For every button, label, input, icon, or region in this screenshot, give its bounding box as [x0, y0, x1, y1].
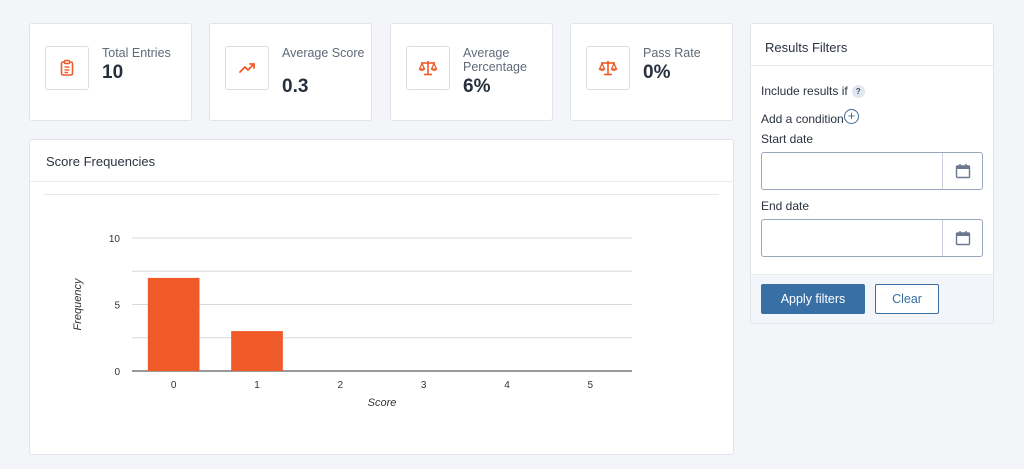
y-tick-label: 0 — [114, 367, 120, 378]
calendar-icon[interactable] — [942, 220, 982, 256]
score-frequencies-card: Score Frequencies 0 5 10 0 1 2 3 4 5 Score Frequen… — [29, 139, 734, 455]
stat-card-pass-rate: Pass Rate 0% — [570, 23, 733, 121]
stat-label: Average Score — [282, 46, 365, 60]
filters-title: Results Filters — [765, 40, 848, 55]
help-icon[interactable]: ? — [851, 85, 865, 99]
results-filters-panel: Results Filters Include results if? Add … — [750, 23, 994, 324]
clear-button[interactable]: Clear — [875, 284, 939, 314]
x-tick-label: 3 — [421, 380, 427, 391]
x-tick-label: 2 — [338, 380, 344, 391]
y-tick-label: 10 — [109, 234, 121, 245]
bar-score-1 — [231, 331, 283, 371]
include-results-text: Include results if — [761, 84, 848, 98]
apply-filters-button[interactable]: Apply filters — [761, 284, 865, 314]
stat-value: 6% — [463, 76, 491, 97]
include-results-label: Include results if? — [761, 84, 865, 99]
start-date-label: Start date — [761, 132, 814, 146]
x-tick-label: 0 — [171, 380, 177, 391]
x-axis-label: Score — [368, 397, 397, 409]
stat-value: 0% — [643, 62, 671, 83]
clipboard-icon — [45, 46, 89, 90]
end-date-field — [761, 219, 983, 257]
x-tick-label: 4 — [504, 380, 510, 391]
filters-header: Results Filters — [751, 24, 993, 66]
add-condition-label[interactable]: Add a condition — [761, 112, 844, 126]
x-tick-label: 1 — [254, 380, 260, 391]
divider — [30, 181, 733, 182]
scale-icon — [586, 46, 630, 90]
add-condition-icon[interactable]: + — [844, 109, 859, 124]
bar-score-0 — [147, 277, 200, 371]
stat-value: 0.3 — [282, 76, 309, 97]
stat-label: Average Percentage — [463, 46, 527, 74]
end-date-label: End date — [761, 199, 810, 213]
end-date-input[interactable] — [762, 220, 942, 256]
scale-icon — [406, 46, 450, 90]
stat-card-average-score: Average Score 0.3 — [209, 23, 372, 121]
y-axis-label: Frequency — [72, 277, 84, 330]
start-date-field — [761, 152, 983, 190]
chart-card-title: Score Frequencies — [46, 154, 156, 169]
stat-card-total-entries: Total Entries 10 — [29, 23, 192, 121]
divider — [44, 194, 719, 195]
stat-label: Pass Rate — [643, 46, 701, 60]
stat-label: Total Entries — [102, 46, 171, 60]
x-tick-label: 5 — [588, 380, 594, 391]
start-date-input[interactable] — [762, 153, 942, 189]
stat-card-average-percentage: Average Percentage 6% — [390, 23, 553, 121]
score-frequency-chart: 0 5 10 0 1 2 3 4 5 Score Frequency — [72, 234, 632, 409]
y-tick-label: 5 — [114, 301, 120, 312]
stat-value: 10 — [102, 62, 124, 83]
trend-up-icon — [225, 46, 269, 90]
calendar-icon[interactable] — [942, 153, 982, 189]
